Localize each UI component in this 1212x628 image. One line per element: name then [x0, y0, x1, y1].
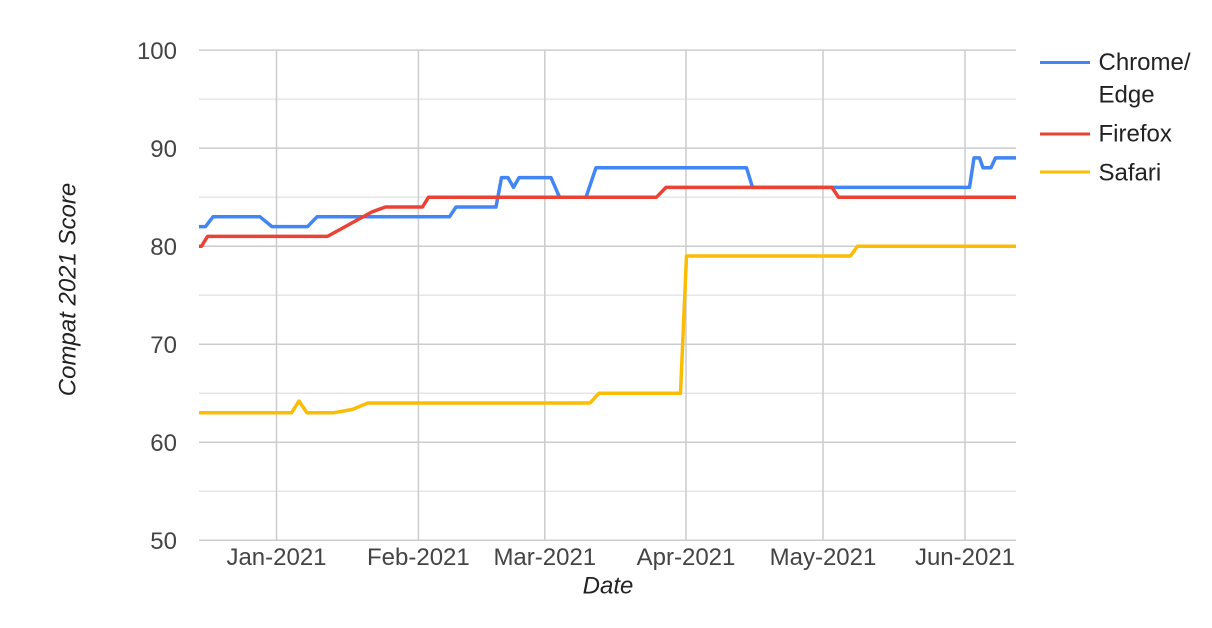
svg-text:Edge: Edge	[1099, 81, 1155, 108]
svg-text:80: 80	[150, 234, 177, 261]
svg-text:Feb-2021: Feb-2021	[367, 544, 470, 571]
svg-text:Mar-2021: Mar-2021	[493, 544, 596, 571]
svg-text:Jun-2021: Jun-2021	[915, 544, 1015, 571]
svg-text:100: 100	[137, 38, 177, 65]
svg-text:Chrome/: Chrome/	[1099, 49, 1191, 76]
svg-text:Compat 2021 Score: Compat 2021 Score	[55, 183, 82, 396]
svg-text:90: 90	[150, 136, 177, 163]
svg-text:60: 60	[150, 430, 177, 457]
svg-text:70: 70	[150, 332, 177, 359]
svg-text:Jan-2021: Jan-2021	[226, 544, 326, 571]
svg-text:Safari: Safari	[1099, 159, 1162, 186]
svg-text:Apr-2021: Apr-2021	[637, 544, 736, 571]
svg-text:Date: Date	[583, 573, 634, 600]
svg-text:Firefox: Firefox	[1099, 120, 1172, 147]
svg-text:May-2021: May-2021	[770, 544, 877, 571]
svg-text:50: 50	[150, 528, 177, 555]
